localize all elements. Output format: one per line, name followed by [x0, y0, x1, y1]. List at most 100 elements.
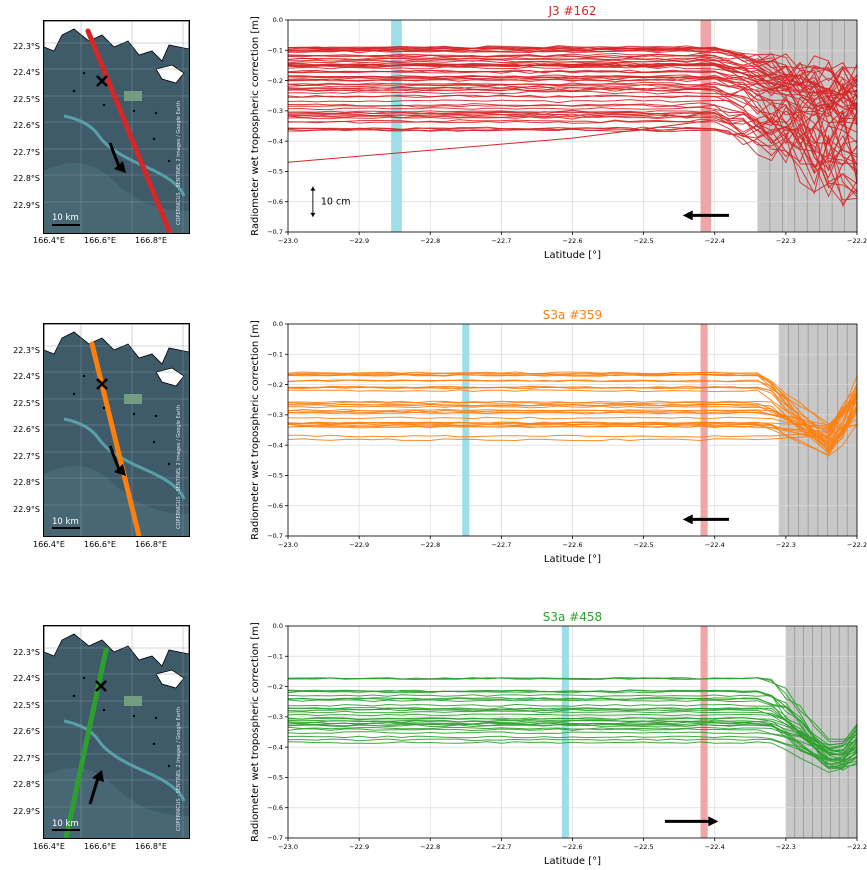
lat-tick: 22.8°S — [13, 478, 40, 487]
chart-panel-j3: −23.0 −22.9 −22.8 −22.7 −22.6 −22.5 −22.4 −22.3… — [230, 0, 867, 261]
series-line — [288, 397, 858, 438]
series-line — [287, 729, 858, 754]
lon-tick: 166.8°E — [135, 236, 167, 245]
island — [155, 367, 185, 387]
series-line — [287, 689, 858, 754]
islet-dot — [82, 71, 86, 75]
y-tick-label: −0.1 — [267, 652, 283, 660]
map-graphic — [44, 21, 189, 233]
x-axis-label: Latitude [°] — [544, 250, 601, 260]
map-panel-s3a-458: 22.3°S 22.4°S 22.5°S 22.6°S 22.7°S 22.8°… — [0, 606, 230, 856]
series-line — [287, 735, 858, 761]
lon-tick: 166.4°E — [33, 236, 65, 245]
y-tick-label: −0.4 — [267, 137, 283, 145]
satellite-map — [43, 20, 190, 234]
series-line — [287, 371, 858, 428]
islet-dot — [154, 111, 158, 115]
direction-arrow-icon — [108, 445, 126, 476]
harbour-marker-icon — [95, 680, 107, 692]
x-axis-label: Latitude [°] — [544, 554, 601, 564]
series-line — [287, 408, 858, 437]
scale-bar — [52, 829, 80, 831]
satellite-map — [43, 323, 190, 537]
y-tick-label: −0.1 — [267, 46, 283, 54]
islet-dot — [152, 440, 156, 444]
chart-title: S3a #458 — [543, 610, 602, 624]
lat-tick: 22.5°S — [13, 95, 40, 104]
x-tick-label: −22.3 — [776, 237, 796, 245]
y-tick-label: −0.1 — [267, 350, 283, 358]
harbour-marker-icon — [96, 378, 108, 390]
islet-dot — [167, 764, 171, 768]
islet-dot — [167, 462, 171, 466]
islet-dot — [102, 708, 106, 712]
coastline-band — [462, 324, 470, 536]
y-tick-label: −0.3 — [267, 411, 283, 419]
series-line — [287, 710, 858, 755]
series-line — [288, 703, 858, 765]
y-tick-label: −0.5 — [267, 472, 283, 480]
series-line — [287, 699, 858, 746]
islet-dot — [132, 109, 136, 113]
lat-tick: 22.9°S — [13, 201, 40, 210]
islet-dot — [154, 414, 158, 418]
lon-tick: 166.8°E — [135, 540, 167, 549]
lat-tick: 22.8°S — [13, 174, 40, 183]
series-line — [287, 120, 858, 198]
islet-dot — [72, 89, 76, 93]
y-tick-label: −0.4 — [267, 441, 283, 449]
scale-arrow-head — [310, 212, 316, 217]
x-tick-label: −22.6 — [563, 843, 583, 851]
chart-title: S3a #359 — [543, 308, 602, 322]
series-line — [287, 53, 858, 96]
lon-tick: 166.4°E — [33, 842, 65, 851]
y-tick-label: −0.3 — [267, 107, 283, 115]
reef-zone — [44, 466, 189, 536]
direction-arrow-icon — [682, 514, 729, 525]
x-tick-label: −22.8 — [420, 541, 440, 549]
lat-tick: 22.8°S — [13, 780, 40, 789]
x-tick-label: −22.2 — [847, 843, 867, 851]
map-scale-label: 10 km — [52, 517, 79, 527]
y-tick-label: −0.6 — [267, 502, 283, 510]
series-line — [287, 726, 858, 750]
islet-dot — [167, 159, 171, 163]
series-line — [287, 713, 858, 749]
arrow-head — [682, 514, 693, 525]
satellite-track — [89, 341, 142, 536]
scale-bar — [52, 527, 80, 529]
x-tick-label: −22.5 — [634, 843, 654, 851]
satellite-map — [43, 625, 190, 839]
direction-arrow-icon — [682, 210, 729, 221]
x-tick-label: −22.5 — [634, 237, 654, 245]
y-tick-label: −0.2 — [267, 77, 283, 85]
y-tick-label: −0.7 — [267, 834, 283, 842]
x-tick-label: −22.6 — [563, 541, 583, 549]
series-line — [287, 403, 858, 445]
series-line — [287, 694, 858, 771]
lat-tick: 22.7°S — [13, 148, 40, 157]
lat-tick: 22.3°S — [13, 648, 40, 657]
harbour-band — [700, 626, 708, 838]
series-line — [288, 738, 858, 762]
y-tick-label: −0.5 — [267, 168, 283, 176]
islet-dot — [82, 374, 86, 378]
satellite-track — [63, 647, 109, 838]
lat-tick: 22.9°S — [13, 505, 40, 514]
series-line — [287, 90, 858, 146]
chart-panel-s3a-458: −23.0 −22.9 −22.8 −22.7 −22.6 −22.5 −22.4 −22.3… — [230, 606, 867, 867]
y-tick-label: −0.6 — [267, 804, 283, 812]
satellite-track — [85, 28, 173, 233]
series-line — [287, 48, 858, 107]
harbour-marker-icon — [96, 75, 108, 87]
y-tick-label: 0.0 — [273, 320, 283, 328]
lat-tick: 22.4°S — [13, 674, 40, 683]
series-line — [287, 106, 858, 145]
x-tick-label: −22.2 — [847, 541, 867, 549]
series-line — [287, 720, 858, 746]
arrow-head — [114, 161, 126, 173]
series-line — [287, 59, 858, 96]
series-line — [287, 717, 858, 751]
reef-zone — [44, 768, 189, 838]
series-line — [287, 395, 858, 427]
